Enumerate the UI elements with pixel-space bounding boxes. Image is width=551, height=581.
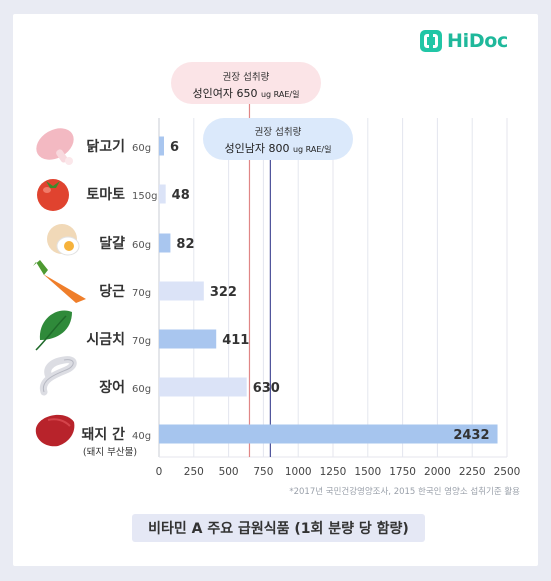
category-label-2: 달걀 (99, 236, 125, 252)
chart-title: 비타민 A 주요 급원식품 (1회 분량 당 함량) (132, 514, 425, 542)
hidoc-logo-icon (420, 30, 442, 52)
category-label-5: 장어 (99, 379, 125, 396)
data-label-1: 48 (172, 188, 190, 203)
category-label-6: 돼지 간 (81, 426, 125, 443)
category-label-3: 당근 (99, 283, 125, 300)
data-label-0: 6 (170, 140, 179, 155)
reference-bubble-male-line1: 권장 섭취량 (255, 126, 302, 138)
bar-2 (159, 233, 171, 253)
reference-bubble-female-line2: 성인여자 650 ug RAE/일 (193, 87, 300, 100)
data-label-5: 630 (253, 381, 280, 396)
reference-bubble-female-line1: 권장 섭취량 (223, 71, 270, 83)
x-tick-label-1500: 1500 (354, 466, 381, 478)
portion-label-0: 60g (132, 143, 151, 154)
reference-bubble-female (171, 62, 321, 104)
bar-3 (159, 281, 204, 301)
chart-card (13, 14, 538, 566)
category-label-4: 시금치 (86, 332, 125, 348)
data-label-4: 411 (222, 333, 249, 348)
bar-0 (159, 136, 164, 156)
hidoc-logo-text: HiDoc (447, 30, 509, 52)
data-label-3: 322 (210, 285, 237, 300)
pork-liver-icon (35, 414, 75, 447)
category-label-0: 닭고기 (86, 138, 125, 155)
x-tick-label-750: 750 (253, 466, 273, 478)
data-label-2: 82 (176, 237, 194, 252)
x-tick-label-2250: 2250 (459, 466, 486, 478)
x-tick-label-2500: 2500 (494, 466, 521, 478)
x-tick-label-0: 0 (156, 466, 163, 478)
source-note: *2017년 국민건강영양조사, 2015 한국인 영양소 섭취기준 활용 (289, 486, 520, 497)
hidoc-logo: HiDoc (420, 28, 508, 54)
bar-1 (159, 184, 166, 204)
x-tick-label-1250: 1250 (320, 466, 347, 478)
category-label-1: 토마토 (86, 187, 125, 203)
data-label-6: 2432 (453, 428, 489, 443)
portion-label-3: 70g (132, 288, 151, 299)
bar-5 (159, 377, 247, 397)
bar-4 (159, 329, 217, 349)
tomato-icon (37, 179, 69, 211)
x-tick-label-1000: 1000 (285, 466, 312, 478)
x-tick-label-250: 250 (184, 466, 204, 478)
carrot-icon (33, 260, 86, 303)
x-tick-label-1750: 1750 (389, 466, 416, 478)
reference-bubble-male (203, 118, 353, 160)
bar-6 (159, 424, 498, 444)
spinach-icon (35, 310, 72, 351)
portion-label-5: 60g (132, 384, 151, 395)
eel-icon (39, 356, 77, 396)
x-tick-label-500: 500 (219, 466, 239, 478)
category-note-6: (돼지 부산물) (83, 447, 137, 458)
portion-label-1: 150g (132, 191, 157, 202)
chicken-leg-icon (36, 128, 74, 165)
egg-icon (47, 224, 80, 256)
portion-label-6: 40g (132, 431, 151, 442)
portion-label-4: 70g (132, 336, 151, 347)
reference-bubble-male-line2: 성인남자 800 ug RAE/일 (225, 142, 332, 155)
portion-label-2: 60g (132, 240, 151, 251)
x-tick-label-2000: 2000 (424, 466, 451, 478)
